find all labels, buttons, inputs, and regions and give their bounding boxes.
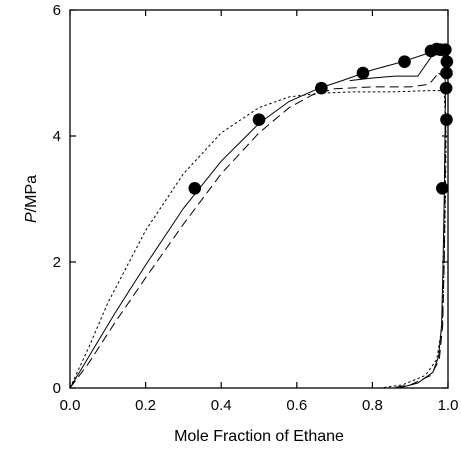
marker-layer <box>188 42 454 195</box>
data-point <box>436 181 449 195</box>
y-tick-label: 4 <box>53 128 61 145</box>
data-point <box>315 81 328 95</box>
y-axis-symbol: P <box>23 212 40 223</box>
y-tick-label: 0 <box>53 380 61 397</box>
dashed-dew-curve <box>391 72 447 389</box>
data-point <box>440 66 453 80</box>
data-point <box>439 43 452 56</box>
data-point <box>439 81 453 95</box>
axis-ticks: 0.0 0.2 0.4 0.6 0.8 1.0 0 2 4 6 <box>53 2 459 414</box>
curve-layer <box>69 48 447 389</box>
data-point <box>440 113 453 126</box>
dotted-dew-curve <box>379 90 447 389</box>
x-tick-label: 0.6 <box>286 397 307 414</box>
y-tick-label: 2 <box>53 254 61 271</box>
data-point <box>356 66 370 80</box>
data-point <box>252 113 266 126</box>
data-point <box>188 181 202 195</box>
solid-dew-curve <box>398 48 446 389</box>
x-tick-label: 0.8 <box>362 397 383 414</box>
x-axis-title: Mole Fraction of Ethane <box>174 428 344 445</box>
data-point <box>398 55 411 68</box>
y-tick-label: 6 <box>53 2 61 19</box>
x-tick-label: 1.0 <box>438 397 459 414</box>
dashed-bubble-curve <box>69 72 439 389</box>
x-tick-label: 0.2 <box>135 397 156 414</box>
solid-bubble-curve <box>69 48 437 389</box>
y-axis-title: P/MPa <box>23 175 40 223</box>
y-axis-unit: /MPa <box>23 175 40 212</box>
plot-frame <box>69 9 449 389</box>
x-tick-label: 0.4 <box>211 397 232 414</box>
x-tick-label: 0.0 <box>60 397 81 414</box>
data-point <box>440 55 454 68</box>
